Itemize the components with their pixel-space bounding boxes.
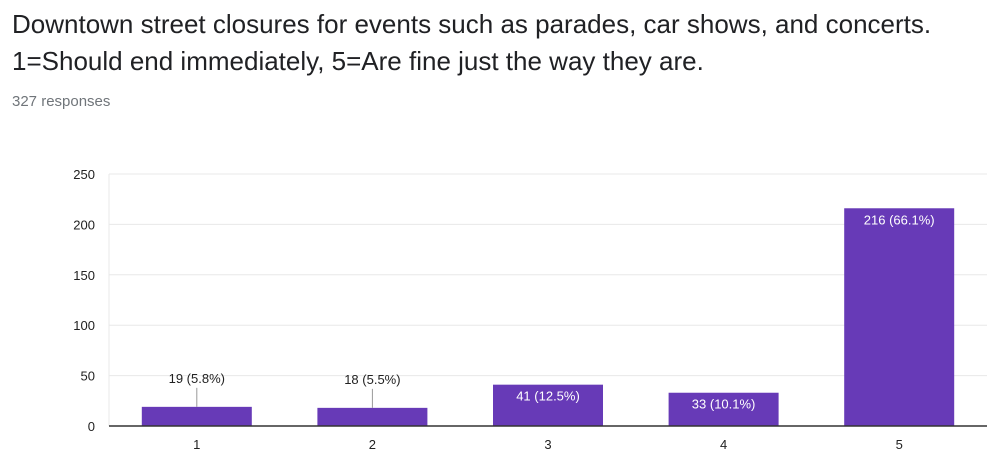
question-title: Downtown street closures for events such… — [12, 9, 932, 76]
bar-1 — [141, 406, 252, 426]
bar-5 — [844, 208, 955, 426]
data-label: 19 (5.8%) — [169, 371, 225, 386]
response-count: 327 responses — [12, 93, 111, 110]
x-tick-label: 2 — [369, 437, 376, 452]
bar-4 — [668, 392, 779, 426]
x-tick-label: 1 — [193, 437, 200, 452]
x-tick-label: 3 — [544, 437, 551, 452]
data-label: 216 (66.1%) — [864, 212, 935, 227]
x-tick-label: 5 — [896, 437, 903, 452]
bar-2 — [317, 407, 428, 426]
y-tick-label: 0 — [88, 419, 95, 434]
y-tick-label: 200 — [73, 217, 95, 232]
data-label: 41 (12.5%) — [516, 389, 580, 404]
x-tick-label: 4 — [720, 437, 727, 452]
bar-3 — [493, 384, 603, 426]
y-tick-label: 50 — [81, 369, 95, 384]
data-label: 33 (10.1%) — [692, 397, 756, 412]
y-tick-label: 150 — [73, 268, 95, 283]
y-tick-label: 100 — [73, 318, 95, 333]
data-label: 18 (5.5%) — [344, 372, 400, 387]
y-tick-label: 250 — [73, 167, 95, 182]
